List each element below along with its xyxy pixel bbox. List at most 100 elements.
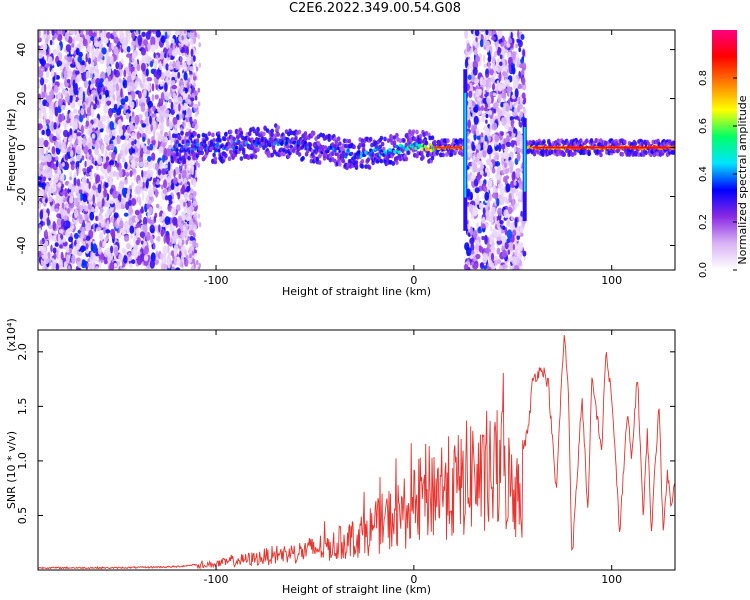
- noise-speckle: [65, 230, 70, 238]
- noise-speckle: [151, 30, 156, 33]
- noise-speckle: [128, 81, 134, 87]
- noise-speckle: [151, 83, 155, 92]
- noise-speckle: [103, 37, 109, 44]
- noise-speckle: [487, 206, 490, 211]
- noise-speckle: [152, 105, 156, 112]
- noise-speckle: [52, 48, 58, 56]
- noise-speckle: [97, 201, 102, 208]
- signal-core: [178, 143, 182, 147]
- noise-speckle: [483, 185, 488, 193]
- noise-speckle: [54, 208, 59, 213]
- noise-speckle: [506, 86, 512, 94]
- noise-speckle: [186, 185, 191, 192]
- noise-speckle: [73, 87, 78, 93]
- noise-speckle: [88, 30, 93, 37]
- noise-speckle: [469, 237, 475, 245]
- noise-speckle: [114, 246, 119, 257]
- noise-speckle: [496, 80, 500, 86]
- noise-speckle: [74, 185, 79, 193]
- noise-speckle: [39, 210, 44, 220]
- noise-speckle: [472, 144, 476, 152]
- noise-speckle: [473, 106, 479, 113]
- noise-speckle: [80, 124, 84, 134]
- noise-speckle: [472, 263, 479, 270]
- noise-speckle: [128, 94, 132, 104]
- noise-speckle: [88, 181, 91, 190]
- noise-speckle: [38, 109, 42, 120]
- noise-speckle: [108, 132, 113, 139]
- noise-speckle: [117, 118, 123, 128]
- noise-speckle: [484, 191, 490, 201]
- noise-speckle: [112, 76, 116, 83]
- noise-speckle: [127, 255, 133, 261]
- signal-halo: [294, 135, 298, 141]
- noise-speckle: [80, 107, 85, 116]
- noise-speckle: [150, 252, 156, 262]
- noise-speckle: [164, 216, 171, 226]
- noise-speckle: [192, 55, 196, 62]
- noise-speckle: [103, 188, 108, 198]
- noise-speckle: [58, 260, 63, 267]
- noise-speckle: [144, 110, 149, 118]
- noise-speckle: [148, 30, 152, 35]
- noise-speckle: [190, 48, 194, 58]
- noise-speckle: [103, 30, 107, 39]
- noise-speckle: [82, 38, 87, 47]
- noise-speckle: [197, 162, 200, 168]
- noise-speckle: [517, 57, 520, 67]
- signal-halo: [406, 150, 411, 156]
- noise-speckle: [127, 32, 131, 42]
- noise-speckle: [168, 199, 173, 205]
- noise-speckle: [47, 186, 52, 196]
- noise-speckle: [73, 177, 77, 186]
- noise-speckle: [73, 133, 77, 141]
- noise-speckle: [164, 82, 168, 92]
- noise-speckle: [131, 140, 135, 146]
- noise-speckle: [95, 215, 98, 221]
- noise-speckle: [187, 107, 190, 113]
- noise-speckle: [183, 102, 187, 111]
- noise-speckle: [119, 228, 126, 233]
- noise-speckle: [76, 132, 82, 137]
- noise-speckle: [181, 239, 185, 245]
- noise-speckle: [500, 189, 505, 197]
- noise-speckle: [484, 40, 491, 48]
- noise-speckle: [116, 82, 119, 92]
- noise-speckle: [85, 243, 89, 250]
- noise-speckle: [68, 136, 73, 143]
- signal-halo: [205, 136, 209, 142]
- noise-speckle: [508, 56, 513, 66]
- noise-speckle: [105, 156, 110, 161]
- noise-speckle: [492, 67, 499, 72]
- noise-speckle: [64, 153, 69, 161]
- noise-speckle: [100, 144, 105, 155]
- noise-speckle: [153, 68, 158, 78]
- noise-speckle: [55, 156, 59, 162]
- noise-speckle: [147, 200, 153, 205]
- noise-speckle: [475, 253, 481, 260]
- noise-speckle: [125, 193, 130, 199]
- noise-speckle: [50, 121, 55, 132]
- noise-speckle: [189, 253, 192, 259]
- noise-speckle: [153, 52, 156, 59]
- signal-halo: [193, 131, 197, 137]
- noise-speckle: [179, 30, 182, 35]
- noise-speckle: [472, 66, 478, 76]
- noise-speckle: [178, 103, 181, 112]
- noise-speckle: [163, 164, 169, 169]
- noise-speckle: [161, 223, 166, 228]
- noise-speckle: [187, 207, 191, 215]
- signal-halo: [177, 135, 182, 141]
- noise-speckle: [163, 234, 166, 244]
- noise-speckle: [184, 182, 187, 188]
- noise-speckle: [58, 135, 61, 145]
- noise-speckle: [49, 133, 55, 143]
- noise-speckle: [482, 54, 486, 63]
- noise-speckle: [86, 44, 92, 53]
- noise-speckle: [183, 38, 189, 46]
- noise-speckle: [487, 100, 491, 108]
- noise-speckle: [104, 182, 109, 188]
- noise-speckle: [493, 51, 498, 58]
- noise-speckle: [510, 119, 515, 125]
- noise-speckle: [155, 138, 159, 149]
